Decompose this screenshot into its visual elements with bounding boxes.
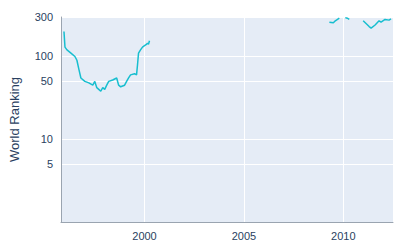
svg-text:World Ranking: World Ranking <box>7 77 22 162</box>
svg-text:10: 10 <box>41 133 53 145</box>
svg-text:2005: 2005 <box>232 230 256 242</box>
svg-text:50: 50 <box>41 75 53 87</box>
svg-text:2010: 2010 <box>331 230 355 242</box>
svg-text:300: 300 <box>35 11 53 23</box>
svg-text:2000: 2000 <box>132 230 156 242</box>
svg-text:100: 100 <box>35 50 53 62</box>
svg-text:5: 5 <box>47 158 53 170</box>
